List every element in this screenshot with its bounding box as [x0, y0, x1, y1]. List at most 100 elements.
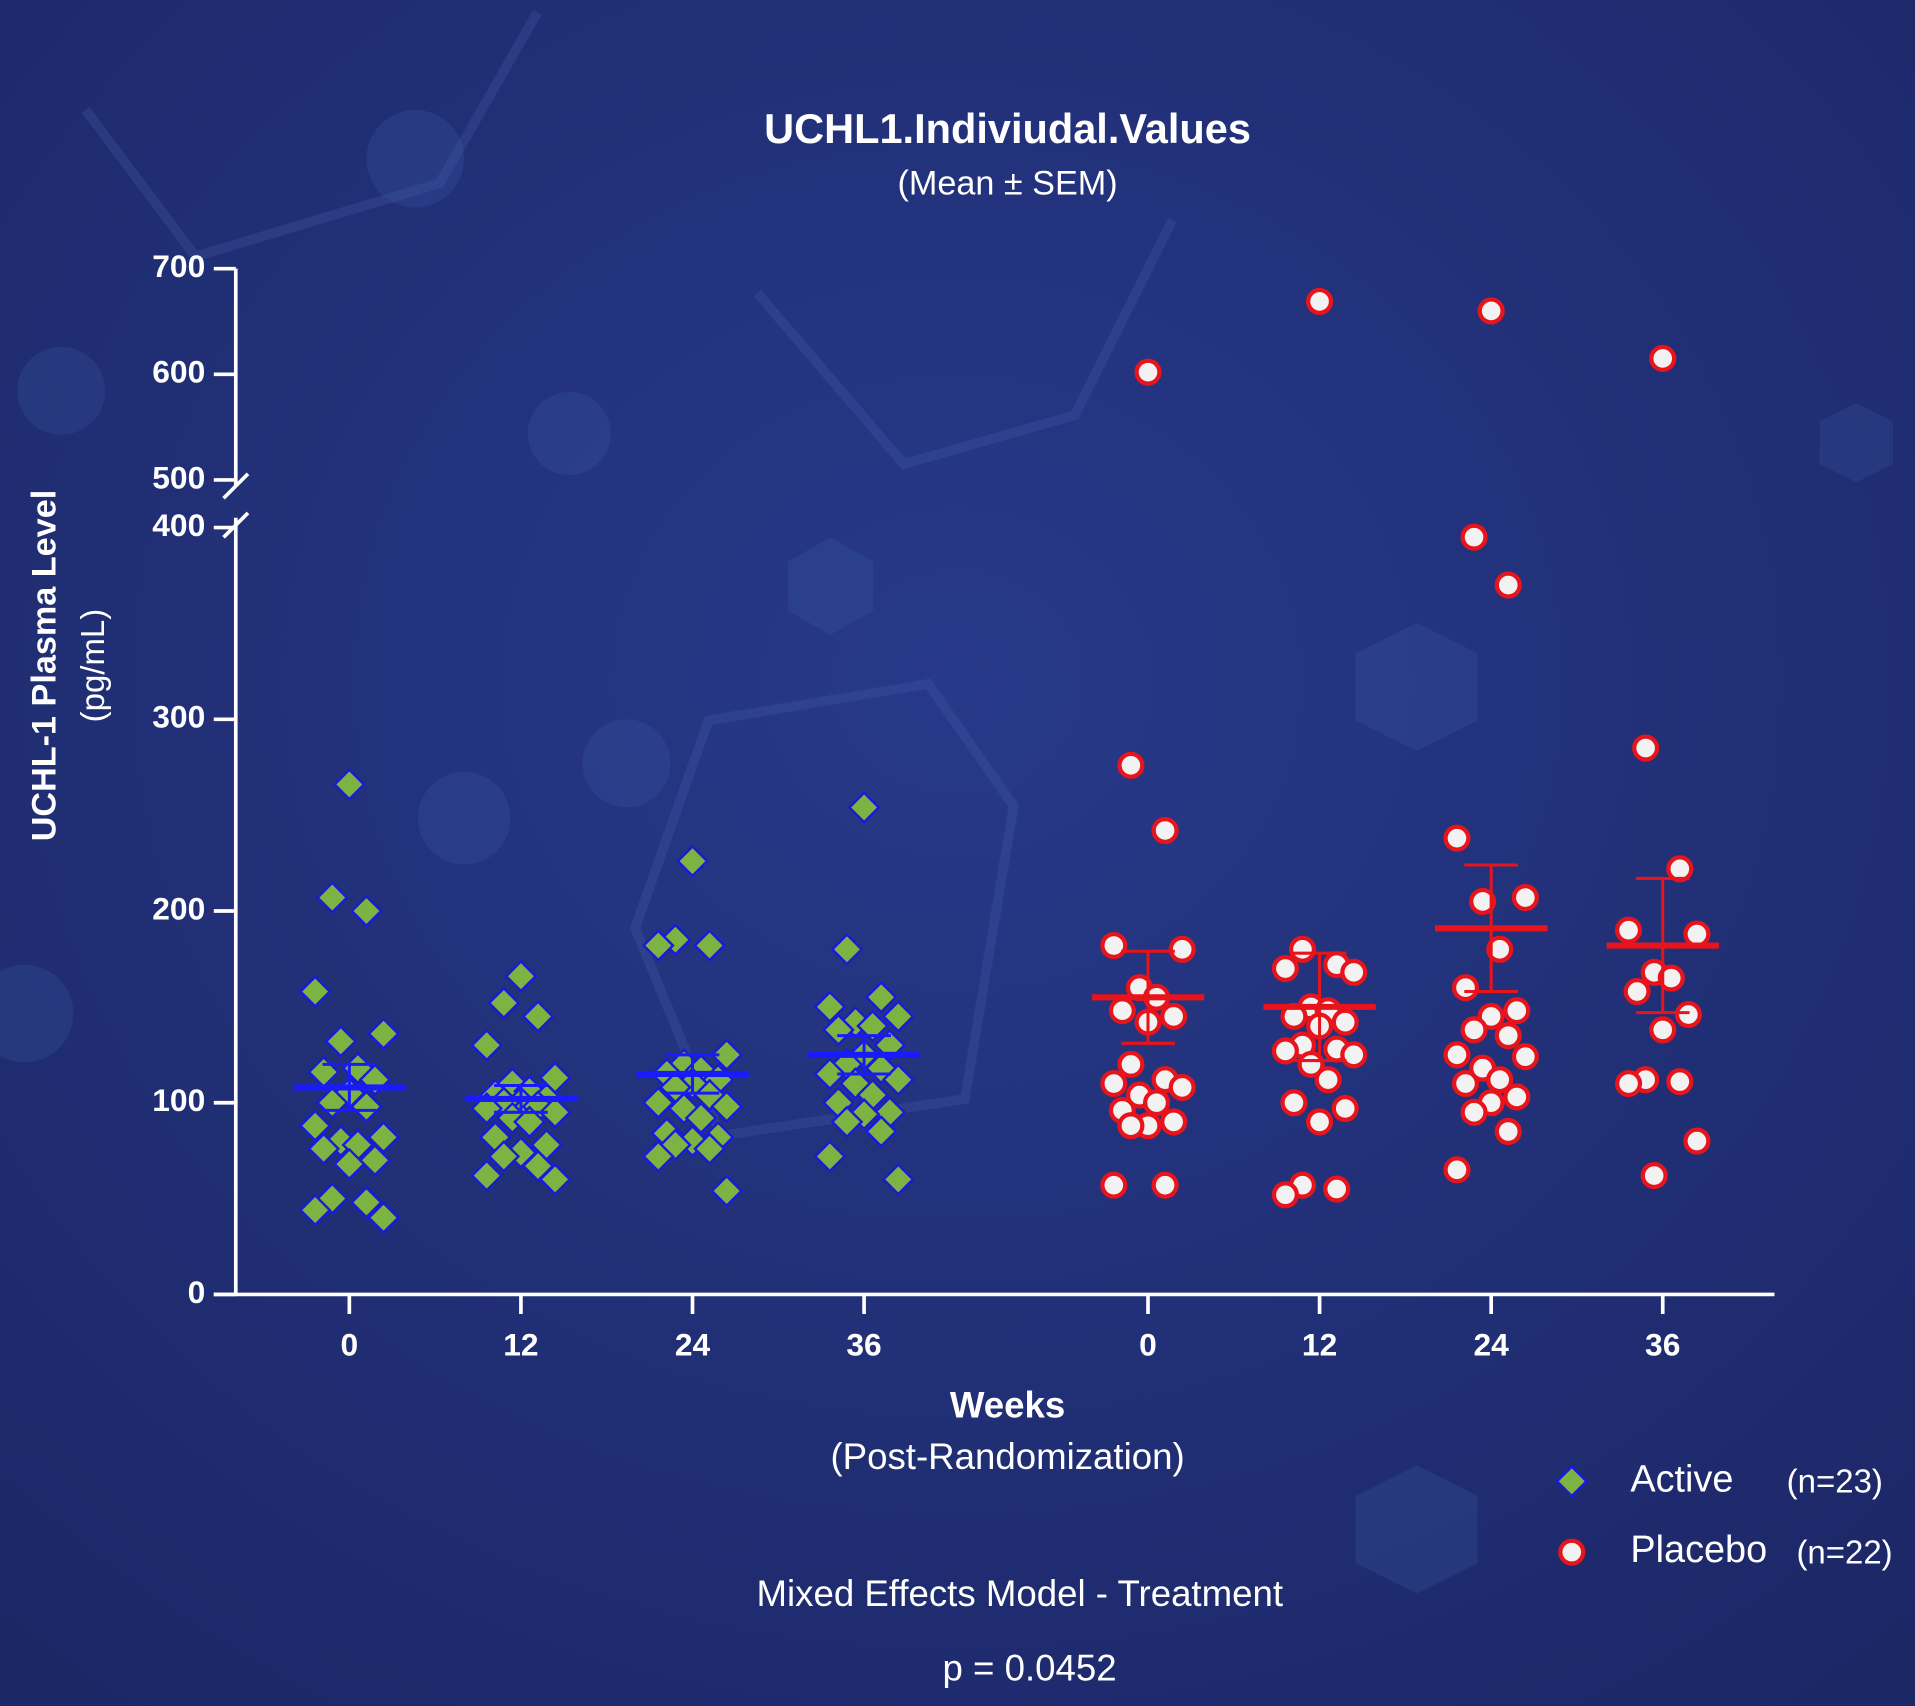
data-point: [1323, 1175, 1351, 1203]
data-point: [1151, 1171, 1179, 1199]
data-point: [1331, 1094, 1359, 1123]
data-point: [1486, 935, 1514, 963]
data-point: [641, 1086, 675, 1120]
x-tick-label: 24: [1473, 1326, 1509, 1362]
data-point: [881, 1163, 915, 1196]
data-point: [538, 1095, 572, 1129]
data-point: [1108, 997, 1136, 1025]
data-point: [358, 1143, 392, 1177]
axis-break: [222, 511, 250, 539]
data-point: [830, 932, 864, 966]
y-tick-label: 100: [152, 1082, 205, 1118]
data-point: [710, 1090, 744, 1123]
data-point: [1306, 287, 1334, 315]
data-point: [1443, 1156, 1471, 1184]
data-point: [676, 844, 709, 878]
annotation: p = 0.0452: [942, 1647, 1116, 1688]
legend-marker: [1555, 1464, 1589, 1498]
data-point: [641, 1140, 675, 1173]
legend-label: Active: [1630, 1458, 1733, 1500]
data-point: [350, 1090, 383, 1123]
legend-n: (n=23): [1787, 1462, 1883, 1499]
data-point: [1683, 920, 1711, 948]
data-point: [1168, 935, 1196, 963]
x-axis-sublabel: (Post-Randomization): [830, 1436, 1184, 1477]
data-point: [1271, 1181, 1299, 1209]
data-point: [1614, 916, 1643, 944]
chart-title: UCHL1.Indiviudal.Values: [764, 105, 1251, 152]
data-point: [1460, 523, 1488, 551]
data-point: [1674, 1000, 1702, 1029]
data-point: [710, 1174, 744, 1208]
data-point: [315, 881, 349, 914]
x-tick-label: 12: [1302, 1326, 1337, 1362]
data-point: [1168, 1073, 1196, 1101]
x-tick-label: 36: [846, 1326, 881, 1362]
data-point: [1460, 1098, 1488, 1126]
y-axis-unit: (pg/mL): [74, 609, 111, 723]
data-point: [1494, 1117, 1522, 1146]
data-point: [298, 1109, 332, 1143]
data-point: [1443, 824, 1471, 852]
data-point: [1271, 954, 1299, 983]
data-point: [1460, 1016, 1488, 1044]
x-tick-label: 0: [1139, 1326, 1157, 1362]
data-point: [1477, 297, 1505, 325]
data-point: [367, 1017, 400, 1051]
data-point: [856, 1009, 890, 1043]
data-point: [881, 1000, 915, 1033]
data-point: [1100, 1171, 1128, 1199]
data-point: [1142, 1089, 1171, 1117]
data-point: [367, 1120, 400, 1154]
data-point: [693, 1132, 726, 1166]
data-point: [641, 929, 675, 962]
data-point: [813, 1057, 847, 1091]
data-point: [1623, 977, 1651, 1006]
data-point: [1511, 1043, 1539, 1071]
data-point: [521, 1000, 555, 1033]
data-point: [1331, 1008, 1359, 1036]
data-point: [1160, 1108, 1188, 1136]
data-point: [1503, 997, 1531, 1025]
data-point: [1100, 1069, 1128, 1098]
data-point: [1306, 1108, 1334, 1136]
data-point: [1340, 1041, 1368, 1069]
data-point: [1666, 855, 1694, 883]
data-point: [367, 1201, 400, 1235]
data-point: [298, 1193, 332, 1227]
data-point: [504, 959, 538, 993]
x-axis-label: Weeks: [950, 1385, 1065, 1426]
data-point: [822, 1013, 855, 1047]
data-point: [324, 1024, 358, 1058]
data-point: [847, 791, 881, 824]
axis-break: [222, 472, 250, 500]
data-point: [1503, 1083, 1531, 1111]
data-point: [1494, 1022, 1522, 1050]
data-point: [813, 990, 847, 1024]
data-point: [1443, 1041, 1471, 1069]
data-point: [1683, 1127, 1711, 1155]
axes: [213, 268, 1775, 1297]
data-point: [1134, 358, 1162, 386]
legend-marker: [1558, 1538, 1586, 1566]
data-point: [1649, 1016, 1677, 1044]
data-point: [487, 986, 521, 1020]
data-point: [684, 1101, 718, 1135]
legend-label: Placebo: [1630, 1529, 1767, 1571]
x-tick-label: 24: [675, 1326, 711, 1362]
data-point: [1117, 751, 1145, 779]
data-point: [1657, 964, 1685, 992]
data-point: [1486, 1066, 1514, 1094]
decoration: [0, 109, 1893, 1594]
data-point: [470, 1028, 504, 1062]
data-point: [470, 1159, 504, 1192]
data-point: [1511, 884, 1539, 912]
data-point: [1314, 1066, 1342, 1094]
data-point: [1117, 1112, 1145, 1140]
data-point: [1280, 1089, 1308, 1117]
y-tick-label: 0: [188, 1274, 206, 1310]
data-point: [1160, 1002, 1188, 1031]
data-point: [710, 1038, 744, 1072]
